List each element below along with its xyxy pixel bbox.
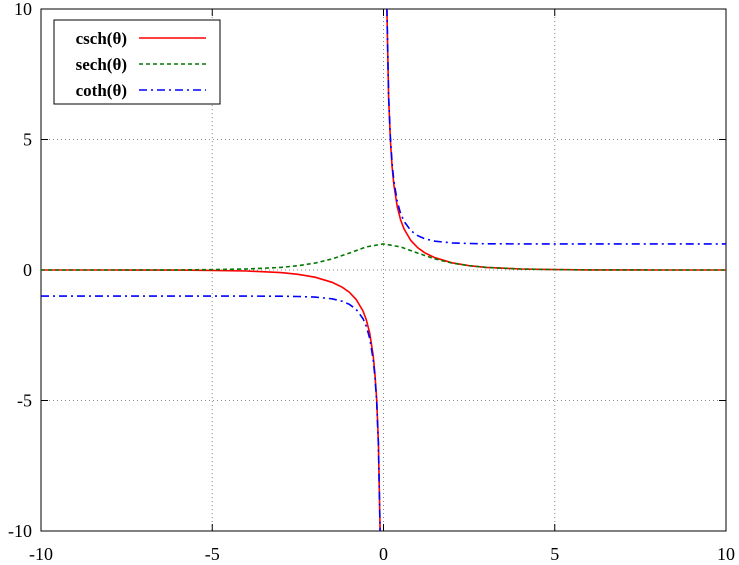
x-tick-label: 0 [379,544,388,564]
x-tick-label: 10 [717,544,735,564]
y-tick-label: 10 [14,0,32,19]
series-line-2 [386,9,726,245]
legend-box [53,19,221,105]
legend-label-1: sech(θ) [76,55,127,74]
y-tick-label: 5 [23,130,32,150]
x-tick-label: 5 [550,544,559,564]
y-tick-label: -10 [8,521,32,541]
series-line-1 [41,243,726,271]
series-line-2 [41,295,381,531]
tick-labels: -10 -5 0 5 10 -10 -5 0 5 10 [8,0,735,564]
y-tick-label: 0 [23,260,32,280]
legend-label-2: coth(θ) [76,81,127,100]
legend-label-0: csch(θ) [76,29,127,48]
x-tick-label: -10 [29,544,53,564]
x-tick-label: -5 [205,544,220,564]
series-lines [41,9,726,531]
legend: csch(θ) sech(θ) coth(θ) [53,19,221,105]
y-tick-label: -5 [17,391,32,411]
